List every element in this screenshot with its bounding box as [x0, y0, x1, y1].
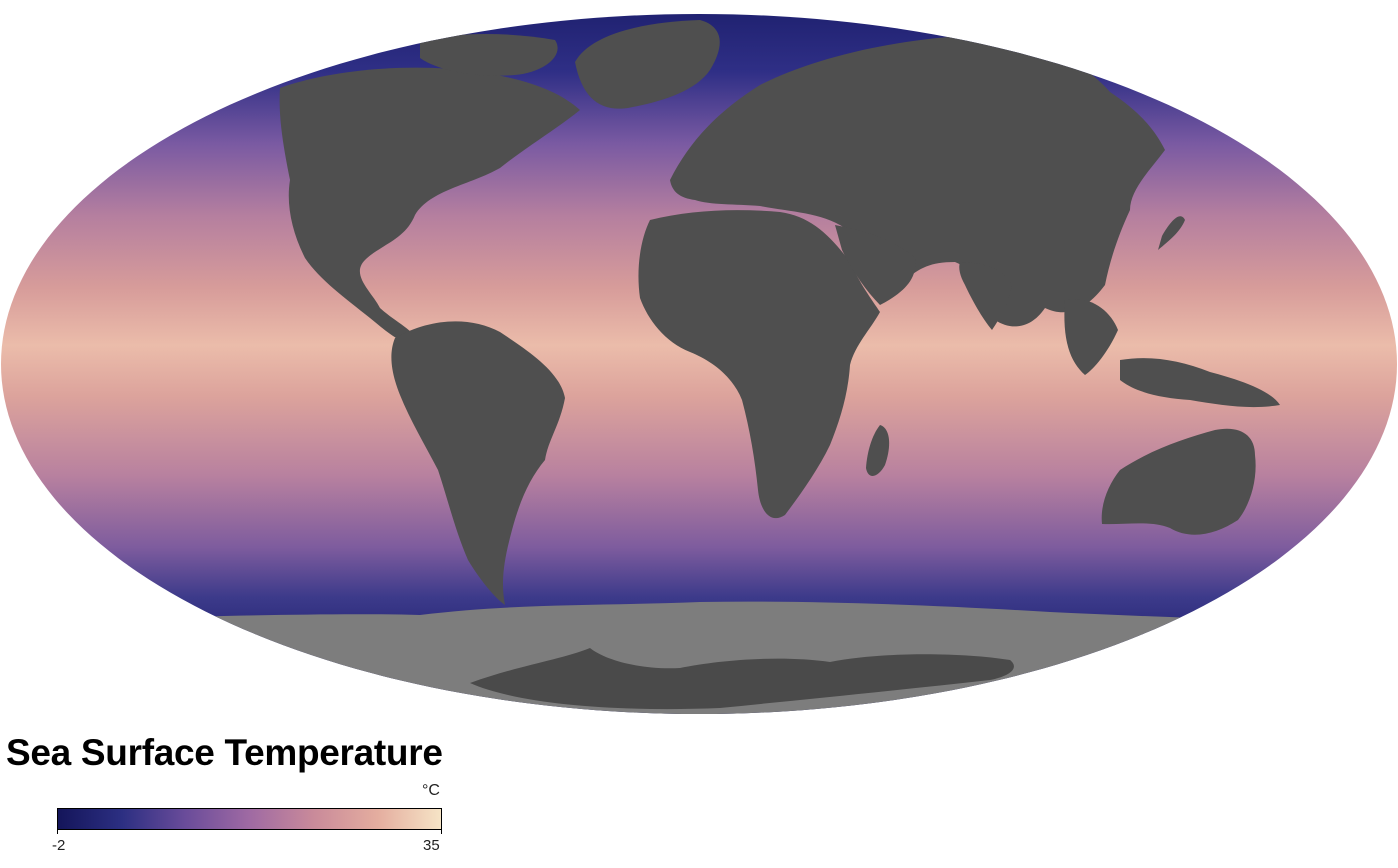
legend-unit-label: °C	[422, 782, 440, 799]
eurasia-land	[670, 35, 1165, 327]
indonesia-land	[1120, 358, 1280, 408]
india-land	[959, 262, 1012, 330]
south-america-land	[391, 321, 565, 605]
madagascar-land	[866, 425, 890, 476]
legend-max-tick	[441, 828, 442, 834]
map	[1, 14, 1397, 714]
africa-land	[638, 210, 880, 519]
arabia-land	[835, 225, 916, 305]
canadian-islands-land	[420, 34, 558, 76]
greenland-land	[575, 20, 720, 109]
color-legend: °C -2 35	[40, 780, 480, 866]
world-map	[1, 14, 1397, 714]
southeast-asia-land	[1064, 299, 1118, 375]
japan-land	[1158, 216, 1185, 250]
north-america-land	[279, 67, 580, 346]
legend-max-label: 35	[423, 837, 440, 854]
australia-land	[1101, 428, 1256, 535]
legend-min-tick	[57, 828, 58, 834]
map-title: Sea Surface Temperature	[6, 732, 443, 773]
antarctica-land	[470, 648, 1014, 710]
legend-min-label: -2	[52, 837, 66, 854]
legend-color-bar	[57, 808, 442, 830]
